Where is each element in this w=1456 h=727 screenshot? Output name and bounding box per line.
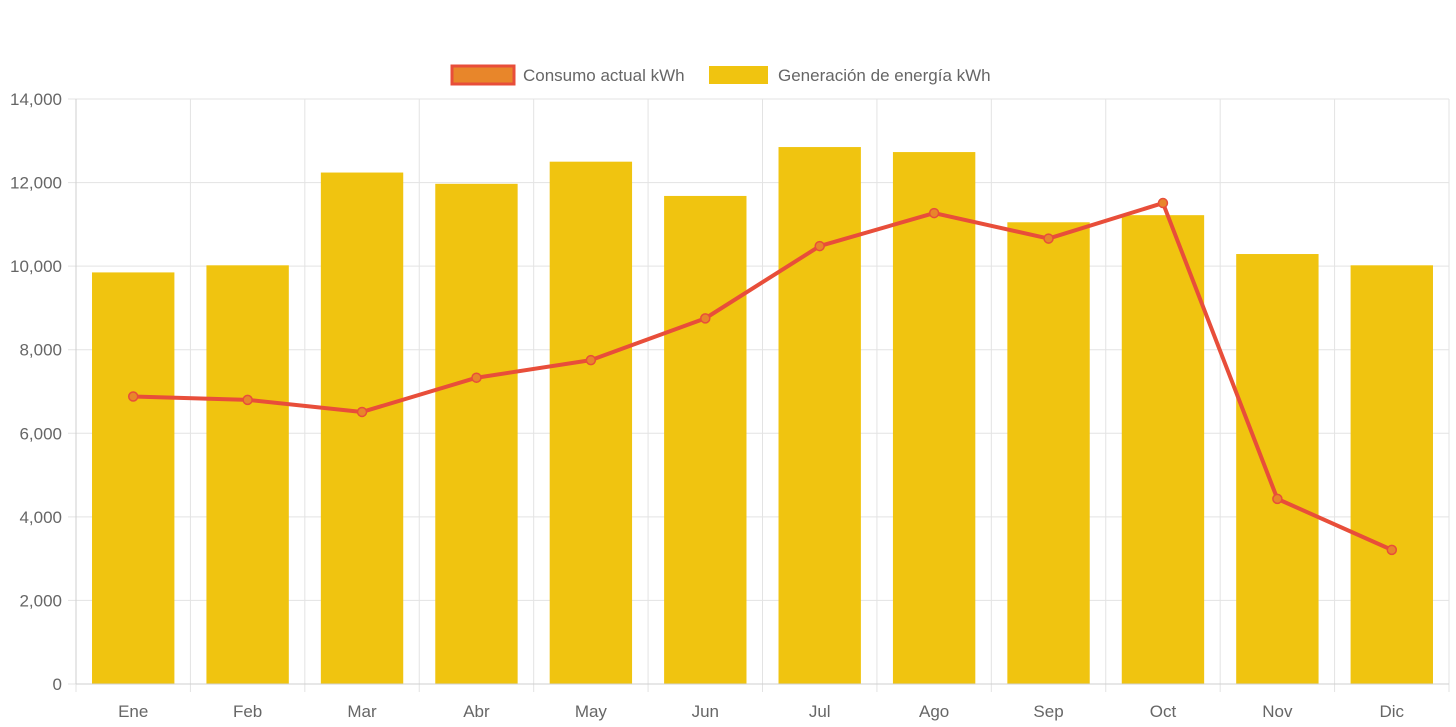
x-tick-label: Nov [1262,702,1293,721]
legend-swatch [450,64,516,86]
x-tick-label: Feb [233,702,262,721]
legend[interactable]: Consumo actual kWh Generación de energía … [450,64,991,86]
bar[interactable] [206,265,289,684]
y-tick-label: 14,000 [10,90,62,109]
axes: 0 2,000 4,000 6,000 8,000 10,000 12,000 14,000 E… [10,90,1449,721]
line-point[interactable] [127,391,139,402]
bar[interactable] [1350,265,1433,684]
bar[interactable] [549,161,633,684]
line-point[interactable] [1157,197,1169,209]
y-tick-label: 4,000 [19,508,62,527]
line-point[interactable] [928,207,940,219]
bar[interactable] [778,147,861,684]
legend-item[interactable]: Generación de energía kWh [709,66,991,85]
bar[interactable] [1121,215,1205,684]
grid [68,98,1450,692]
line-point[interactable] [1043,233,1054,244]
legend-swatch [709,66,768,84]
x-tick-label: Jul [809,702,831,721]
legend-item[interactable]: Consumo actual kWh [450,64,685,86]
legend-label: Consumo actual kWh [523,66,685,85]
bar-series [92,147,1433,685]
x-tick-label: Abr [463,702,490,721]
bar[interactable] [1236,254,1319,684]
bar[interactable] [892,152,976,684]
bar[interactable] [664,195,747,684]
x-tick-label: Oct [1150,702,1177,721]
x-tick-label: May [575,702,608,721]
bar[interactable] [320,172,404,685]
x-tick-label: Jun [692,702,719,721]
x-tick-label: Ago [919,702,949,721]
line-path [131,201,1394,552]
line-point[interactable] [1386,544,1398,556]
line-point[interactable] [471,372,482,383]
line-point[interactable] [585,354,597,366]
y-tick-label: 6,000 [19,424,62,443]
line-point[interactable] [356,406,368,418]
x-tick-label: Mar [347,702,377,721]
y-tick-label: 10,000 [10,257,62,276]
y-tick-label: 2,000 [19,591,62,610]
line-point[interactable] [1272,493,1283,505]
y-tick-label: 8,000 [19,341,62,360]
line-series [127,197,1398,556]
x-tick-label: Dic [1380,702,1405,721]
line-point[interactable] [814,240,825,252]
y-tick-label: 12,000 [10,174,62,193]
bar[interactable] [435,183,518,684]
bar[interactable] [92,272,175,684]
legend-label: Generación de energía kWh [778,66,991,85]
x-tick-label: Sep [1033,702,1063,721]
x-tick-label: Ene [118,702,148,721]
line-point[interactable] [700,313,711,324]
y-tick-label: 0 [53,675,62,694]
line-point[interactable] [242,394,253,406]
bar[interactable] [1007,222,1090,684]
